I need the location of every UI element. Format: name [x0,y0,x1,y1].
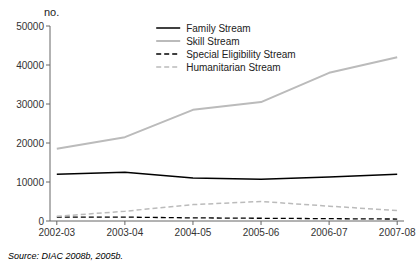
legend-label: Skill Stream [186,36,239,47]
x-tick [192,221,193,225]
y-tick-label: 0 [38,216,44,227]
y-tick [46,26,50,27]
series-line [57,202,397,217]
source-note: Source: DIAC 2008b, 2005b. [8,251,123,261]
legend-label: Family Stream [186,23,250,34]
x-tick-label: 2007-08 [379,227,416,238]
series-line [57,172,397,179]
x-axis [50,221,404,222]
y-tick-label: 30000 [16,99,44,110]
y-tick [46,65,50,66]
chart: 0 10000 20000 30000 40000 50000no. 2002-03 2003… [0,0,416,265]
y-tick [46,182,50,183]
x-tick-label: 2006-07 [311,227,348,238]
x-tick [329,221,330,225]
legend-label: Humanitarian Stream [186,62,280,73]
y-axis [50,26,51,221]
legend-swatch [156,40,180,42]
y-tick-label: 50000 [16,21,44,32]
y-tick-label: 40000 [16,60,44,71]
legend-swatch [156,53,180,54]
plot-area [57,57,397,219]
x-tick [124,221,125,225]
series-line [57,217,397,219]
y-tick [46,143,50,144]
legend-swatch [156,27,180,29]
y-axis-label: no. [44,6,59,18]
y-tick-label: 10000 [16,177,44,188]
x-tick-label: 2003-04 [107,227,144,238]
series-line [57,57,397,149]
x-tick-label: 2005-06 [243,227,280,238]
x-tick [397,221,398,225]
y-tick-label: 20000 [16,138,44,149]
legend-swatch [156,66,180,68]
x-tick [56,221,57,225]
legend-label: Special Eligibility Stream [186,49,296,60]
x-tick-label: 2004-05 [175,227,212,238]
y-tick [46,104,50,105]
legend: Family Stream Skill Stream Special Eligibi… [156,23,296,73]
x-tick-label: 2002-03 [38,227,75,238]
y-tick [46,221,50,222]
x-tick [261,221,262,225]
